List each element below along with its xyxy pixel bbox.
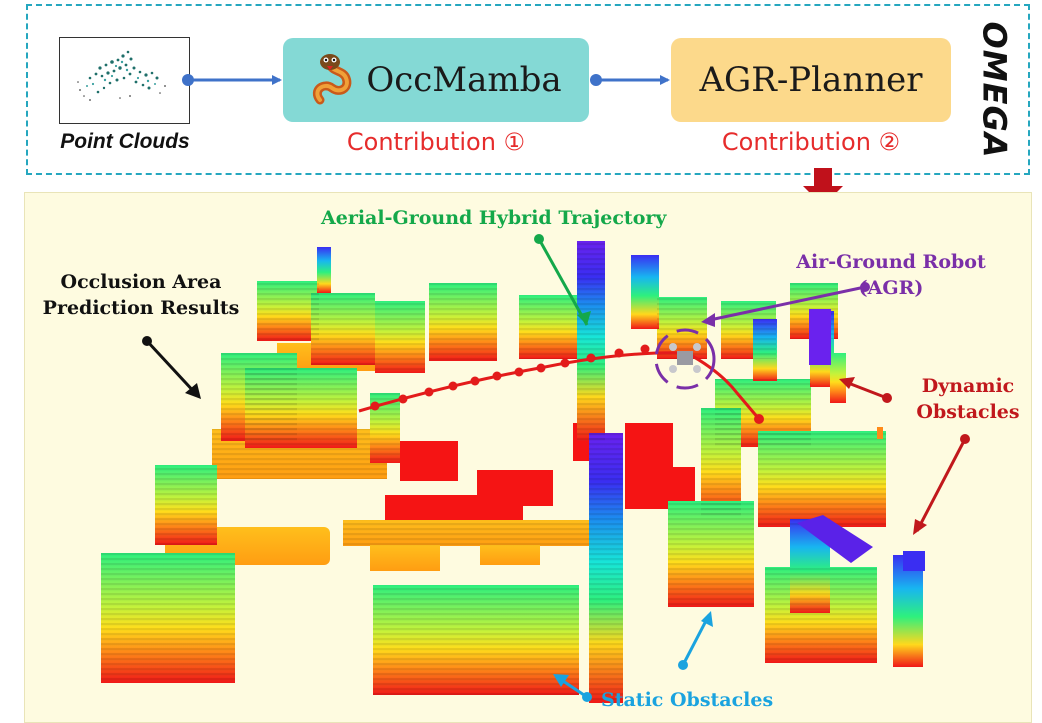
occmamba-module: OccMamba: [283, 38, 589, 122]
scene-panel: Aerial-Ground Hybrid Trajectory Air-Grou…: [24, 192, 1032, 723]
arrow-pointcloud-to-occmamba: [182, 74, 282, 86]
trajectory-label: Aerial-Ground Hybrid Trajectory: [321, 207, 667, 229]
tall-tower: [577, 241, 623, 703]
contribution-2-label: Contribution ②: [721, 128, 901, 156]
pipeline-arrows: [182, 74, 843, 200]
static-obstacles-label: Static Obstacles: [601, 689, 774, 711]
agr-planner-label: AGR-Planner: [699, 60, 923, 100]
contribution-1-label: Contribution ①: [346, 128, 526, 156]
occlusion-label-line2: Prediction Results: [42, 297, 240, 319]
robot-label-line2: (AGR): [858, 277, 924, 299]
dynamic-label-line1: Dynamic: [921, 375, 1015, 397]
robot-label: Air-Ground Robot (AGR): [791, 249, 991, 301]
static-buildings: [101, 247, 923, 695]
pipeline-frame: [26, 4, 1030, 175]
occlusion-label-line1: Occlusion Area: [60, 271, 222, 293]
red-ground-patches: [385, 423, 695, 527]
point-clouds-label: Point Clouds: [60, 130, 190, 153]
point-cloud-icon: [77, 50, 166, 101]
drone-robot-icon: [654, 328, 716, 390]
point-cloud-thumbnail: [59, 37, 190, 124]
robot-label-line1: Air-Ground Robot: [796, 251, 986, 273]
agr-planner-module: AGR-Planner: [671, 38, 951, 122]
arrow-occmamba-to-agr: [590, 74, 670, 86]
dynamic-obstacles: [797, 309, 925, 571]
annotation-pointers: [142, 234, 970, 702]
snake-mascot-icon: [310, 52, 354, 108]
city-voxel-scene: [101, 234, 970, 703]
dynamic-label-line2: Obstacles: [916, 401, 1020, 423]
dynamic-obstacles-label: Dynamic Obstacles: [903, 373, 1033, 425]
occmamba-label: OccMamba: [366, 60, 562, 100]
occlusion-label: Occlusion Area Prediction Results: [25, 269, 257, 321]
